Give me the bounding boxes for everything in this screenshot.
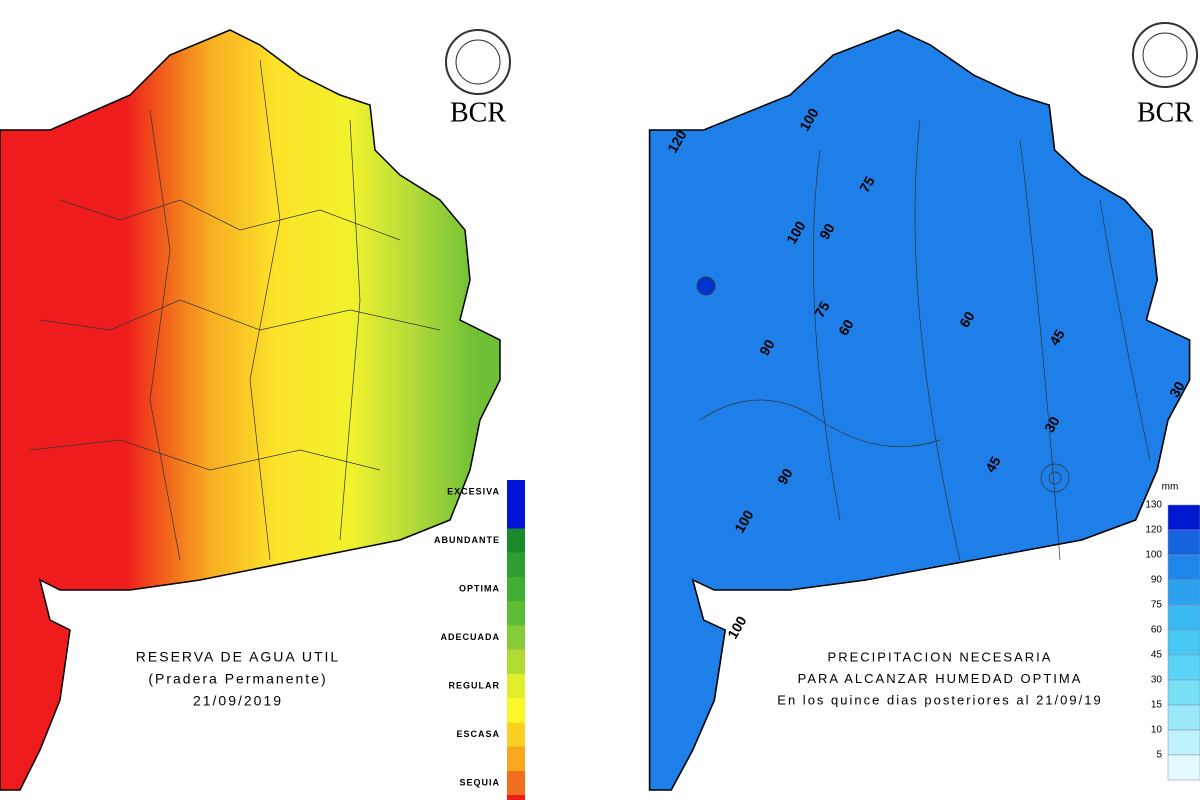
contour-label: 30 xyxy=(1166,378,1188,400)
legend-swatch xyxy=(1167,529,1200,556)
legend-swatch xyxy=(507,674,525,698)
precipitation-map xyxy=(648,29,1191,791)
legend-swatch xyxy=(507,504,525,529)
titles: RESERVA DE AGUA UTIL (Pradera Permanente)… xyxy=(136,649,1102,709)
legend-label: 60 xyxy=(1151,625,1163,636)
legend-unit: mm xyxy=(1162,482,1179,493)
logo-text: BCR xyxy=(1137,97,1193,128)
legend-swatch xyxy=(507,577,525,601)
legend-swatch xyxy=(1167,679,1200,706)
logo-text: BCR xyxy=(450,97,506,128)
contour-label: 75 xyxy=(811,298,833,320)
legend-swatch xyxy=(1167,729,1200,756)
legend-swatch xyxy=(507,746,525,771)
legend-right: mm 130 120 100 90 75 60 45 30 15 10 5 xyxy=(1145,482,1200,781)
logo-left: BCR xyxy=(445,29,511,128)
map-title: (Pradera Permanente) xyxy=(148,671,327,687)
contour-label: 75 xyxy=(856,173,878,195)
district-lines xyxy=(29,59,441,561)
logo-right: BCR xyxy=(1132,22,1198,128)
legend-swatch xyxy=(507,552,525,577)
legend-label: SEQUIA xyxy=(459,777,500,787)
contour-label: 45 xyxy=(1046,326,1068,348)
legend-label: 30 xyxy=(1151,675,1163,686)
legend-label: ADECUADA xyxy=(441,632,501,642)
contour-label: 90 xyxy=(756,336,778,358)
map-title: PRECIPITACION NECESARIA xyxy=(828,649,1053,664)
map-title: En los quince dias posteriores al 21/09/… xyxy=(777,692,1102,707)
legend-swatch xyxy=(507,771,525,795)
legend-label: EXCESIVA xyxy=(447,486,500,496)
legend-label: 90 xyxy=(1151,575,1163,586)
legend-swatch xyxy=(1167,579,1200,606)
legend-swatch xyxy=(1167,654,1200,681)
contour-label: 30 xyxy=(1041,413,1063,435)
legend-label: 15 xyxy=(1151,700,1163,711)
legend-label: OPTIMA xyxy=(459,583,500,593)
contour-label: 60 xyxy=(956,308,978,330)
legend-swatch xyxy=(1167,504,1200,531)
legend-swatch xyxy=(507,480,525,504)
contour-label: 100 xyxy=(724,613,750,641)
legend-label: 130 xyxy=(1145,500,1162,511)
legend-label: REGULAR xyxy=(449,680,501,690)
legend-swatch xyxy=(507,698,525,723)
legend-swatch xyxy=(507,649,525,674)
legend-label: 120 xyxy=(1145,525,1162,536)
legend-label: ABUNDANTE xyxy=(434,535,500,545)
contour-label: 45 xyxy=(982,453,1004,475)
legend-swatch xyxy=(507,795,525,800)
legend-swatch xyxy=(1167,629,1200,656)
contour-label: 60 xyxy=(835,316,857,338)
map-title: 21/09/2019 xyxy=(193,693,283,709)
legend-label: 5 xyxy=(1156,750,1162,761)
legend-label: 45 xyxy=(1151,650,1163,661)
legend-swatch xyxy=(1167,704,1200,731)
legend-label: 10 xyxy=(1151,725,1163,736)
map-title: PARA ALCANZAR HUMEDAD OPTIMA xyxy=(798,671,1083,686)
legend-swatch xyxy=(1167,754,1200,781)
contour-label: 90 xyxy=(774,465,796,487)
legend-swatch xyxy=(507,722,525,747)
contour-label: 90 xyxy=(816,220,838,242)
legend-swatch xyxy=(507,528,525,553)
legend-swatch xyxy=(1167,604,1200,631)
legend-label: 75 xyxy=(1151,600,1163,611)
legend-label: ESCASA xyxy=(456,729,500,739)
legend-swatch xyxy=(507,601,525,626)
legend-label: 100 xyxy=(1145,550,1162,561)
legend-swatch xyxy=(1167,554,1200,581)
legend-left: EXCESIVA ABUNDANTE OPTIMA ADECUADA REGULAR ES… xyxy=(434,480,525,800)
map-title: RESERVA DE AGUA UTIL xyxy=(136,649,340,665)
contour-lines xyxy=(696,119,1151,561)
legend-swatch xyxy=(507,625,525,650)
